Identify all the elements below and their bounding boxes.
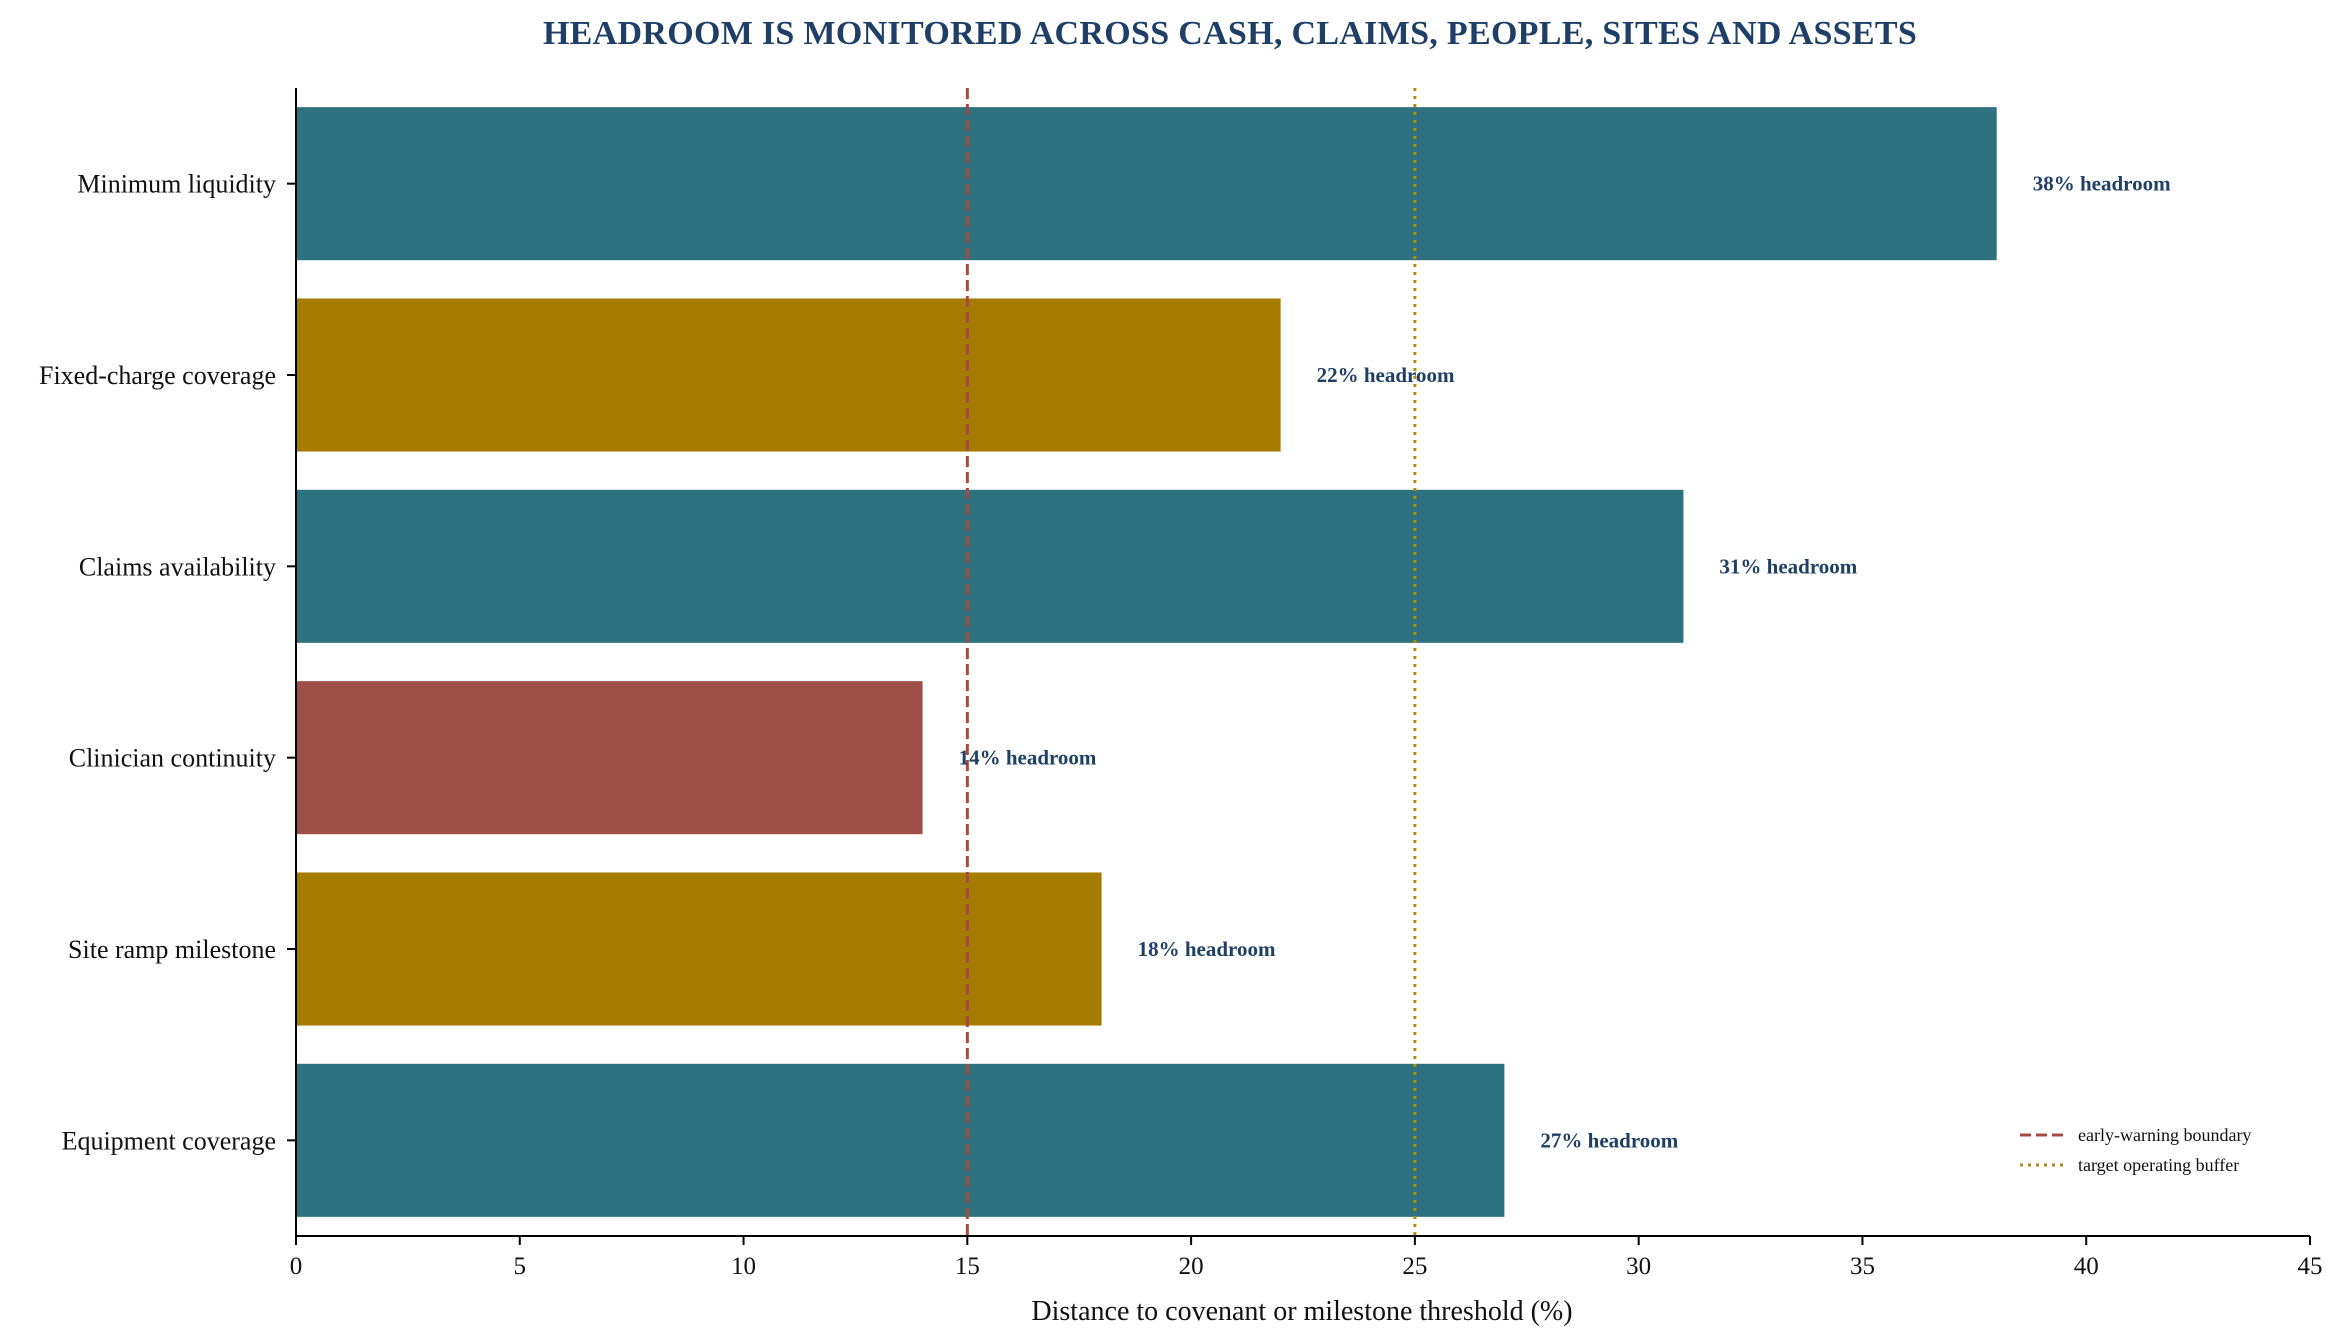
bars-group — [296, 107, 1997, 1217]
data-label: 27% headroom — [1540, 1128, 1678, 1152]
y-tick-label: Fixed-charge coverage — [39, 361, 276, 390]
y-tick-label: Clinician continuity — [69, 744, 276, 773]
y-tick-label: Minimum liquidity — [77, 170, 276, 199]
bar-2 — [296, 298, 1281, 452]
x-tick-label: 5 — [514, 1253, 527, 1280]
x-tick-label: 0 — [290, 1253, 303, 1280]
legend: early-warning boundary target operating b… — [2020, 1125, 2251, 1175]
x-tick-label: 15 — [955, 1253, 980, 1280]
bar-1 — [296, 107, 1997, 261]
legend-label: early-warning boundary — [2078, 1125, 2251, 1145]
x-tick-label: 45 — [2298, 1253, 2323, 1280]
x-tick-label: 35 — [1850, 1253, 1875, 1280]
bar-3 — [296, 489, 1684, 643]
x-axis-label: Distance to covenant or milestone thresh… — [1031, 1296, 1572, 1327]
data-label: 38% headroom — [2033, 172, 2171, 196]
x-tick-label: 40 — [2074, 1253, 2099, 1280]
data-label: 31% headroom — [1719, 554, 1857, 578]
axes-group: 0 5 10 15 20 25 30 35 40 45 — [290, 88, 2323, 1280]
y-tick-label: Equipment coverage — [62, 1126, 276, 1155]
chart-title: HEADROOM IS MONITORED ACROSS CASH, CLAIM… — [543, 15, 1917, 52]
data-labels-group: 38% headroom 22% headroom 31% headroom 14% … — [959, 172, 2172, 1153]
legend-label: target operating buffer — [2078, 1155, 2239, 1175]
x-tick-label: 25 — [1402, 1253, 1427, 1280]
data-label: 22% headroom — [1317, 363, 1455, 387]
bar-6 — [296, 1063, 1505, 1217]
bar-5 — [296, 872, 1102, 1026]
bar-4 — [296, 681, 923, 835]
data-label: 18% headroom — [1138, 937, 1276, 961]
x-tick-label: 30 — [1626, 1253, 1651, 1280]
y-tick-label: Claims availability — [79, 552, 276, 581]
data-label: 14% headroom — [959, 746, 1097, 770]
y-tick-labels-group: Minimum liquidity Fixed-charge coverage Cl… — [39, 170, 296, 1155]
x-tick-label: 20 — [1179, 1253, 1204, 1280]
x-tick-label: 10 — [731, 1253, 756, 1280]
y-tick-label: Site ramp milestone — [68, 935, 276, 964]
